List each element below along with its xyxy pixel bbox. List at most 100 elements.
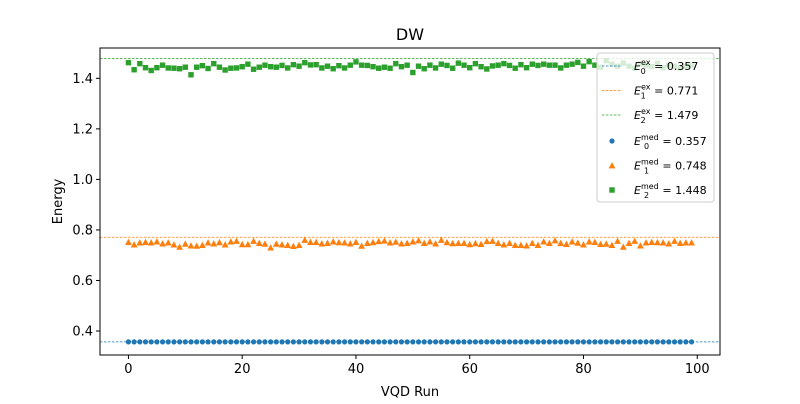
data-point bbox=[392, 238, 400, 245]
data-point bbox=[524, 339, 530, 345]
data-point bbox=[427, 339, 433, 345]
data-point bbox=[387, 65, 393, 71]
data-point bbox=[341, 339, 348, 345]
x-tick-label: 80 bbox=[575, 362, 592, 377]
data-point bbox=[415, 339, 422, 345]
data-point bbox=[421, 339, 427, 345]
data-point bbox=[432, 240, 439, 247]
data-point bbox=[558, 65, 564, 71]
data-point bbox=[363, 239, 371, 246]
data-point bbox=[472, 339, 479, 345]
data-point bbox=[376, 65, 382, 71]
data-point bbox=[176, 243, 184, 250]
data-point bbox=[216, 339, 223, 345]
data-point bbox=[148, 67, 154, 74]
data-point bbox=[484, 66, 490, 72]
data-point bbox=[170, 241, 178, 248]
data-point bbox=[398, 339, 405, 345]
data-point bbox=[154, 339, 160, 345]
y-axis-label: Energy bbox=[51, 178, 66, 224]
data-point bbox=[501, 60, 507, 67]
data-point bbox=[602, 240, 610, 247]
data-point bbox=[632, 339, 638, 345]
data-point bbox=[676, 239, 684, 246]
data-point bbox=[193, 64, 200, 70]
plot-frame bbox=[99, 47, 721, 356]
data-point bbox=[176, 66, 183, 72]
data-point bbox=[267, 63, 274, 70]
data-point bbox=[346, 240, 354, 247]
data-point bbox=[666, 339, 672, 345]
data-point bbox=[307, 62, 314, 68]
data-point bbox=[199, 62, 206, 69]
data-point bbox=[375, 237, 383, 245]
data-point bbox=[472, 60, 479, 67]
legend-marker-swatch bbox=[609, 138, 615, 144]
data-point bbox=[137, 60, 143, 67]
data-point bbox=[147, 239, 155, 246]
data-point bbox=[142, 238, 149, 245]
data-point bbox=[267, 244, 275, 251]
data-point bbox=[671, 237, 678, 244]
data-point bbox=[420, 239, 428, 246]
data-point bbox=[307, 238, 314, 245]
data-point bbox=[341, 65, 348, 71]
data-point bbox=[272, 240, 280, 247]
data-point bbox=[466, 240, 474, 248]
data-point bbox=[546, 339, 552, 345]
data-point bbox=[313, 339, 319, 345]
data-point bbox=[393, 339, 399, 345]
data-point bbox=[591, 238, 599, 245]
data-point bbox=[569, 339, 575, 345]
data-point bbox=[142, 65, 149, 71]
data-point bbox=[642, 239, 650, 246]
data-point bbox=[403, 239, 411, 246]
data-point bbox=[211, 60, 217, 67]
data-point bbox=[330, 66, 336, 72]
data-point bbox=[268, 339, 274, 345]
data-point bbox=[137, 339, 143, 345]
data-point bbox=[131, 67, 137, 73]
data-point bbox=[204, 239, 212, 246]
data-point bbox=[437, 236, 445, 243]
data-point bbox=[285, 339, 291, 345]
data-point bbox=[518, 339, 524, 345]
legend-box bbox=[596, 52, 715, 203]
data-point bbox=[648, 238, 656, 245]
data-point bbox=[449, 65, 456, 71]
data-point bbox=[324, 63, 331, 69]
data-point bbox=[518, 61, 524, 68]
data-point bbox=[512, 339, 518, 345]
data-point bbox=[410, 339, 416, 345]
series-0 bbox=[125, 339, 695, 345]
data-point bbox=[227, 238, 235, 245]
data-point bbox=[370, 63, 376, 70]
data-point bbox=[415, 63, 422, 69]
data-point bbox=[279, 339, 285, 345]
data-point bbox=[620, 339, 626, 345]
data-point bbox=[563, 62, 570, 68]
data-point bbox=[528, 239, 536, 246]
data-point bbox=[683, 339, 689, 345]
data-point bbox=[410, 69, 416, 76]
data-point bbox=[649, 339, 655, 345]
data-point bbox=[289, 242, 297, 249]
data-point bbox=[557, 239, 565, 246]
data-point bbox=[381, 64, 388, 70]
data-point bbox=[540, 61, 547, 67]
data-point bbox=[586, 58, 592, 65]
data-point bbox=[159, 339, 166, 345]
data-point bbox=[569, 61, 575, 67]
data-point bbox=[619, 243, 627, 250]
data-point bbox=[535, 339, 541, 345]
data-point bbox=[159, 62, 166, 68]
data-point bbox=[336, 62, 342, 69]
data-point bbox=[302, 59, 308, 66]
data-point bbox=[188, 72, 194, 78]
data-point bbox=[671, 339, 678, 345]
data-point bbox=[545, 239, 553, 246]
data-point bbox=[568, 238, 576, 245]
x-tick-label: 0 bbox=[124, 362, 132, 377]
